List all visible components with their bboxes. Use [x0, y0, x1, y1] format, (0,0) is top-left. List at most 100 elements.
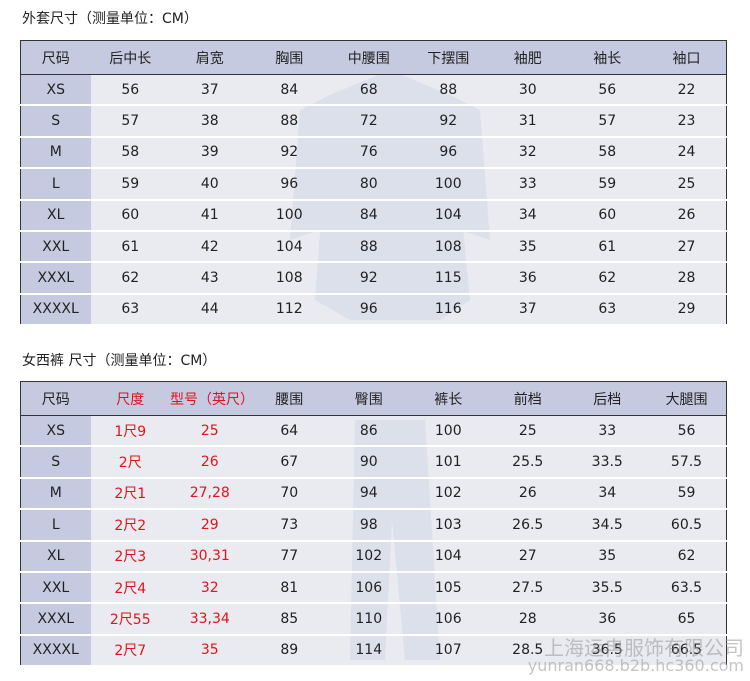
- table-cell: 36: [567, 603, 647, 636]
- table-row: XXL 61 42 104 88 108 35 61 27: [20, 230, 727, 264]
- table-cell: 96: [249, 168, 329, 201]
- header-cell: 袖口: [647, 40, 727, 75]
- header-cell: 尺码: [20, 381, 91, 416]
- table-row: XL 60 41 100 84 104 34 60 26: [20, 199, 727, 232]
- table-cell: 36: [488, 262, 568, 295]
- table-cell: 32: [488, 136, 568, 170]
- table-row: XXL 2尺4 32 81 106 105 27.5 35.5 63.5: [20, 571, 727, 605]
- table-cell: 115: [408, 262, 488, 295]
- table-cell: 94: [329, 477, 409, 511]
- table-cell: 96: [408, 136, 488, 170]
- table-row: XS 56 37 84 68 88 30 56 22: [20, 74, 727, 107]
- table-cell: 28: [647, 262, 727, 295]
- table-cell: 96: [329, 293, 409, 327]
- table-cell: 88: [249, 105, 329, 138]
- table-cell: 70: [249, 477, 329, 511]
- table-cell: 33.5: [567, 446, 647, 479]
- table-cell: 42: [170, 230, 250, 264]
- table-cell: 107: [408, 634, 488, 668]
- table-cell: L: [20, 168, 91, 201]
- header-cell: 胸围: [249, 40, 329, 75]
- table-cell: 32: [170, 571, 250, 605]
- table-cell: 26: [647, 199, 727, 232]
- table-cell: 33: [567, 415, 647, 448]
- header-cell: 袖长: [567, 40, 647, 75]
- header-cell: 尺码: [20, 40, 91, 75]
- table-row: M 58 39 92 76 96 32 58 24: [20, 136, 727, 170]
- table-cell: 2尺: [90, 446, 170, 479]
- table-cell: 29: [647, 293, 727, 327]
- table-cell: 2尺1: [90, 477, 170, 511]
- table-cell: S: [20, 446, 91, 479]
- header-cell: 中腰围: [329, 40, 409, 75]
- table-cell: 101: [408, 446, 488, 479]
- table-cell: 112: [249, 293, 329, 327]
- table-cell: 56: [90, 74, 170, 107]
- table-cell: 108: [408, 230, 488, 264]
- table-cell: 56: [647, 415, 727, 448]
- table-cell: 105: [408, 571, 488, 605]
- table-row: XS 1尺9 25 64 86 100 25 33 56: [20, 415, 727, 448]
- table-cell: 102: [329, 540, 409, 573]
- watermark-company: 上海运冉服饰有限公司: [544, 636, 744, 660]
- table-cell: 92: [249, 136, 329, 170]
- table-cell: 37: [170, 74, 250, 107]
- table-cell: 116: [408, 293, 488, 327]
- table-cell: 57.5: [647, 446, 727, 479]
- table-cell: 64: [249, 415, 329, 448]
- table-cell: 22: [647, 74, 727, 107]
- table-cell: XXL: [20, 230, 91, 264]
- table-cell: 37: [488, 293, 568, 327]
- table-cell: 62: [567, 262, 647, 295]
- header-cell: 腰围: [249, 381, 329, 416]
- table-cell: 100: [408, 168, 488, 201]
- table-cell: 24: [647, 136, 727, 170]
- table-cell: L: [20, 509, 91, 542]
- table-cell: 60: [567, 199, 647, 232]
- table-cell: 57: [567, 105, 647, 138]
- table-cell: 27.5: [488, 571, 568, 605]
- table-cell: XS: [20, 74, 91, 107]
- table-cell: M: [20, 477, 91, 511]
- table-cell: 25: [647, 168, 727, 201]
- table-cell: 25: [170, 415, 250, 448]
- table-cell: 84: [249, 74, 329, 107]
- table-cell: 56: [567, 74, 647, 107]
- table-cell: XL: [20, 540, 91, 573]
- table-cell: 57: [90, 105, 170, 138]
- table-cell: 110: [329, 603, 409, 636]
- table-cell: 59: [567, 168, 647, 201]
- table-cell: 2尺4: [90, 571, 170, 605]
- table-cell: 104: [408, 199, 488, 232]
- table-cell: 100: [408, 415, 488, 448]
- table-cell: 38: [170, 105, 250, 138]
- table-cell: 65: [647, 603, 727, 636]
- size-table: 尺码 后中长 肩宽 胸围 中腰围 下摆围 袖肥 袖长 袖口 XS 56 37 84 68 88 30 56 22 S…: [20, 40, 727, 327]
- table-cell: 72: [329, 105, 409, 138]
- header-cell: 肩宽: [170, 40, 250, 75]
- table-cell: 34: [488, 199, 568, 232]
- header-cell: 裤长: [408, 381, 488, 416]
- table-cell: 85: [249, 603, 329, 636]
- table-cell: 59: [90, 168, 170, 201]
- table-row: S 57 38 88 72 92 31 57 23: [20, 105, 727, 138]
- table-cell: 35.5: [567, 571, 647, 605]
- table-cell: 88: [329, 230, 409, 264]
- table-cell: 81: [249, 571, 329, 605]
- header-cell: 后档: [567, 381, 647, 416]
- table-cell: 104: [408, 540, 488, 573]
- table-cell: 66.5: [647, 634, 727, 668]
- table-row: XXXXL 2尺7 35 89 114 107 28.5 36.5 66.5: [20, 634, 727, 668]
- table-cell: 44: [170, 293, 250, 327]
- table-cell: 106: [408, 603, 488, 636]
- table-cell: 92: [408, 105, 488, 138]
- table-cell: 43: [170, 262, 250, 295]
- table-cell: 60: [90, 199, 170, 232]
- table-cell: 27,28: [170, 477, 250, 511]
- table-cell: 58: [90, 136, 170, 170]
- table-cell: 90: [329, 446, 409, 479]
- table-cell: 35: [488, 230, 568, 264]
- table-cell: XXXL: [20, 262, 91, 295]
- header-cell: 前档: [488, 381, 568, 416]
